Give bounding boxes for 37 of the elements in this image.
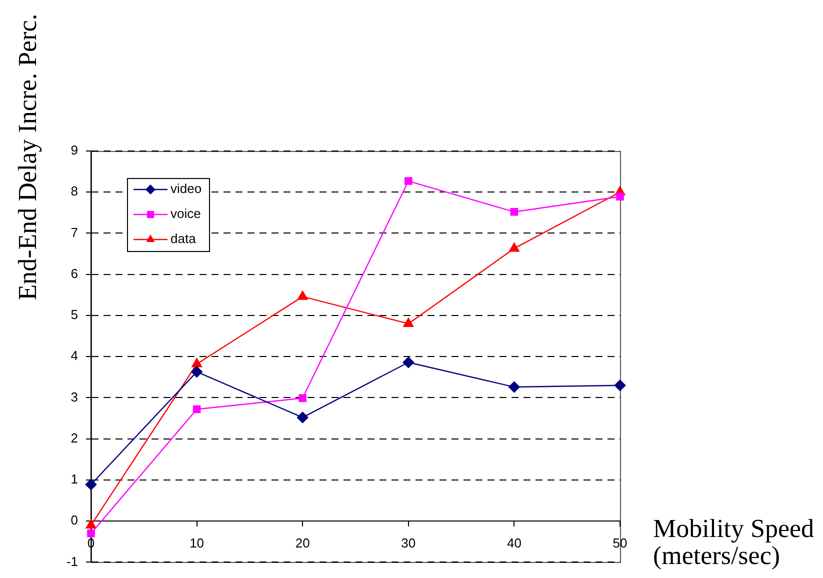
y-tick-label: 8	[70, 184, 78, 199]
y-tick-label: 2	[70, 430, 78, 446]
point	[86, 519, 96, 528]
y-tick-label: 9	[70, 142, 78, 158]
point	[616, 192, 624, 201]
y-tick-label: 7	[70, 224, 78, 240]
x-tick-label: 20	[295, 535, 310, 550]
y-tick-label: 5	[70, 307, 78, 322]
x-tick-label: 10	[190, 535, 204, 550]
point	[404, 177, 412, 185]
point	[87, 530, 95, 538]
y-tick-label: 6	[70, 266, 78, 281]
y-tick-label: 4	[70, 348, 78, 364]
x-tick-label: 30	[401, 535, 416, 550]
legend-label: data	[170, 231, 197, 246]
legend-label: voice	[170, 206, 201, 222]
point	[192, 358, 202, 368]
y-axis-title: End-End Delay Incre. Perc.	[13, 14, 43, 300]
point	[296, 412, 308, 424]
point	[192, 405, 201, 414]
x-tick-label: 40	[506, 535, 522, 550]
point	[508, 242, 520, 252]
point	[508, 381, 520, 393]
point	[614, 380, 626, 392]
legend-label: video	[170, 181, 202, 196]
point	[297, 290, 308, 300]
point	[510, 208, 518, 216]
point	[402, 356, 414, 368]
y-tick-label: 1	[70, 472, 78, 487]
point	[85, 478, 97, 490]
y-tick-label: -1	[66, 554, 78, 569]
y-tick-label: 3	[70, 389, 78, 404]
point	[298, 394, 306, 402]
x-axis-title: Mobility Speed (meters/sec)	[653, 514, 816, 570]
point	[403, 318, 414, 327]
y-tick-label: 0	[70, 512, 78, 528]
point	[191, 366, 202, 378]
